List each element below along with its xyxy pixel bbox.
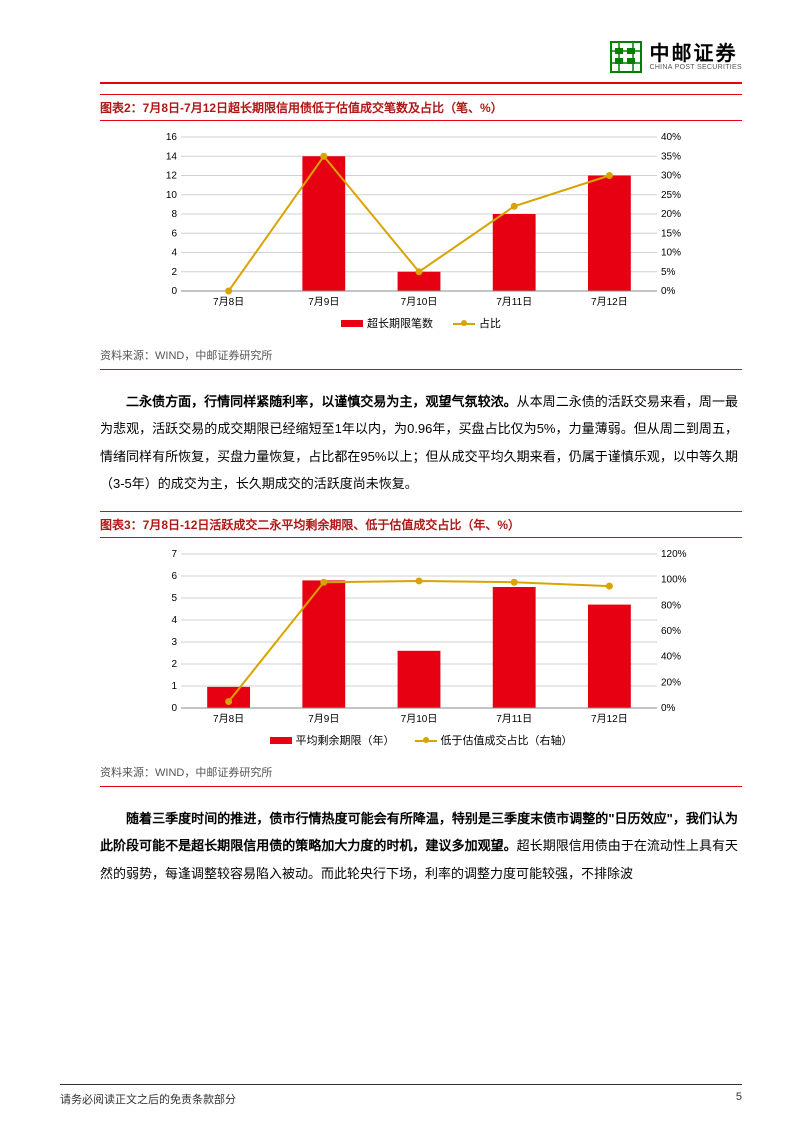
svg-text:10%: 10% bbox=[661, 248, 681, 259]
svg-text:0%: 0% bbox=[661, 703, 676, 714]
chart2-source: 资料来源：WIND，中邮证券研究所 bbox=[100, 343, 742, 370]
svg-text:2: 2 bbox=[171, 659, 177, 670]
chart2-legend-line-label: 占比 bbox=[479, 315, 501, 331]
logo-text-cn: 中邮证券 bbox=[649, 44, 742, 64]
svg-text:16: 16 bbox=[166, 132, 178, 143]
svg-text:7月8日: 7月8日 bbox=[213, 296, 244, 308]
svg-text:0: 0 bbox=[171, 286, 177, 297]
page-header: 中邮证券 CHINA POST SECURITIES bbox=[100, 40, 742, 84]
svg-text:25%: 25% bbox=[661, 190, 681, 201]
chart3-legend-line-label: 低于估值成交占比（右轴） bbox=[441, 732, 573, 748]
bar-swatch-icon bbox=[341, 320, 363, 327]
svg-text:7: 7 bbox=[171, 549, 177, 560]
svg-text:8: 8 bbox=[171, 209, 177, 220]
svg-text:7月12日: 7月12日 bbox=[591, 296, 628, 308]
company-logo: 中邮证券 CHINA POST SECURITIES bbox=[609, 40, 742, 74]
logo-text-en: CHINA POST SECURITIES bbox=[649, 64, 742, 71]
bar-swatch-icon bbox=[270, 737, 292, 744]
svg-text:3: 3 bbox=[171, 637, 177, 648]
chart3-container: 0 1 2 3 4 5 6 7 0% 20% 40% 60% 80% 100% 120% 7月8日 7月9日 7月… bbox=[100, 538, 742, 760]
chart2-legend-bar: 超长期限笔数 bbox=[341, 315, 433, 331]
chart2-legend: 超长期限笔数 占比 bbox=[120, 311, 722, 337]
chart3-title: 图表3：7月8日-12日活跃成交二永平均剩余期限、低于估值成交占比（年、%） bbox=[100, 511, 742, 538]
svg-text:7月10日: 7月10日 bbox=[401, 713, 438, 725]
svg-text:12: 12 bbox=[166, 171, 178, 182]
svg-text:10: 10 bbox=[166, 190, 178, 201]
svg-text:7月10日: 7月10日 bbox=[401, 296, 438, 308]
chart3-legend-bar-label: 平均剩余期限（年） bbox=[296, 732, 395, 748]
svg-text:5%: 5% bbox=[661, 267, 676, 278]
svg-text:30%: 30% bbox=[661, 171, 681, 182]
chart3-source: 资料来源：WIND，中邮证券研究所 bbox=[100, 760, 742, 787]
svg-text:1: 1 bbox=[171, 681, 177, 692]
svg-text:0: 0 bbox=[171, 703, 177, 714]
svg-text:7月9日: 7月9日 bbox=[308, 713, 339, 725]
svg-text:60%: 60% bbox=[661, 626, 681, 637]
svg-text:7月9日: 7月9日 bbox=[308, 296, 339, 308]
svg-text:15%: 15% bbox=[661, 228, 681, 239]
chart3-legend-bar: 平均剩余期限（年） bbox=[270, 732, 395, 748]
chart2-legend-bar-label: 超长期限笔数 bbox=[367, 315, 433, 331]
svg-text:7月12日: 7月12日 bbox=[591, 713, 628, 725]
svg-text:7月11日: 7月11日 bbox=[496, 713, 532, 725]
svg-text:14: 14 bbox=[166, 151, 178, 162]
paragraph-1: 二永债方面，行情同样紧随利率，以谨慎交易为主，观望气氛较浓。从本周二永债的活跃交… bbox=[100, 388, 742, 497]
svg-text:2: 2 bbox=[171, 267, 177, 278]
svg-text:40%: 40% bbox=[661, 652, 681, 663]
chart3-legend-line: 低于估值成交占比（右轴） bbox=[415, 732, 573, 748]
paragraph-2: 随着三季度时间的推进，债市行情热度可能会有所降温，特别是三季度末债市调整的"日历… bbox=[100, 805, 742, 887]
svg-text:6: 6 bbox=[171, 228, 177, 239]
svg-text:7月11日: 7月11日 bbox=[496, 296, 532, 308]
svg-text:6: 6 bbox=[171, 571, 177, 582]
chart3-legend: 平均剩余期限（年） 低于估值成交占比（右轴） bbox=[120, 728, 722, 754]
svg-text:4: 4 bbox=[171, 615, 177, 626]
page-number: 5 bbox=[736, 1091, 742, 1107]
svg-text:4: 4 bbox=[171, 248, 177, 259]
chart3-plot: 0 1 2 3 4 5 6 7 0% 20% 40% 60% 80% 100% 120% 7月8日 7月9日 7月… bbox=[120, 548, 722, 728]
logo-icon bbox=[609, 40, 643, 74]
line-swatch-icon bbox=[453, 320, 475, 327]
svg-text:5: 5 bbox=[171, 593, 177, 604]
svg-text:20%: 20% bbox=[661, 209, 681, 220]
footer-disclaimer: 请务必阅读正文之后的免责条款部分 bbox=[60, 1091, 236, 1107]
svg-text:100%: 100% bbox=[661, 575, 687, 586]
chart2-title: 图表2：7月8日-7月12日超长期限信用债低于估值成交笔数及占比（笔、%） bbox=[100, 94, 742, 121]
svg-text:20%: 20% bbox=[661, 678, 681, 689]
svg-text:7月8日: 7月8日 bbox=[213, 713, 244, 725]
line-swatch-icon bbox=[415, 737, 437, 744]
svg-text:120%: 120% bbox=[661, 549, 687, 560]
svg-text:0%: 0% bbox=[661, 286, 676, 297]
para1-bold: 二永债方面，行情同样紧随利率，以谨慎交易为主，观望气氛较浓。 bbox=[126, 394, 517, 409]
chart2-legend-line: 占比 bbox=[453, 315, 501, 331]
svg-text:40%: 40% bbox=[661, 132, 681, 143]
svg-text:35%: 35% bbox=[661, 151, 681, 162]
chart2-container: 0 2 4 6 8 10 12 14 16 0% 5% 10% 15% 20% 25% 30% 35% 40% 7月… bbox=[100, 121, 742, 343]
chart2-plot: 0 2 4 6 8 10 12 14 16 0% 5% 10% 15% 20% 25% 30% 35% 40% 7月… bbox=[120, 131, 722, 311]
page-footer: 请务必阅读正文之后的免责条款部分 5 bbox=[60, 1084, 742, 1107]
svg-text:80%: 80% bbox=[661, 601, 681, 612]
